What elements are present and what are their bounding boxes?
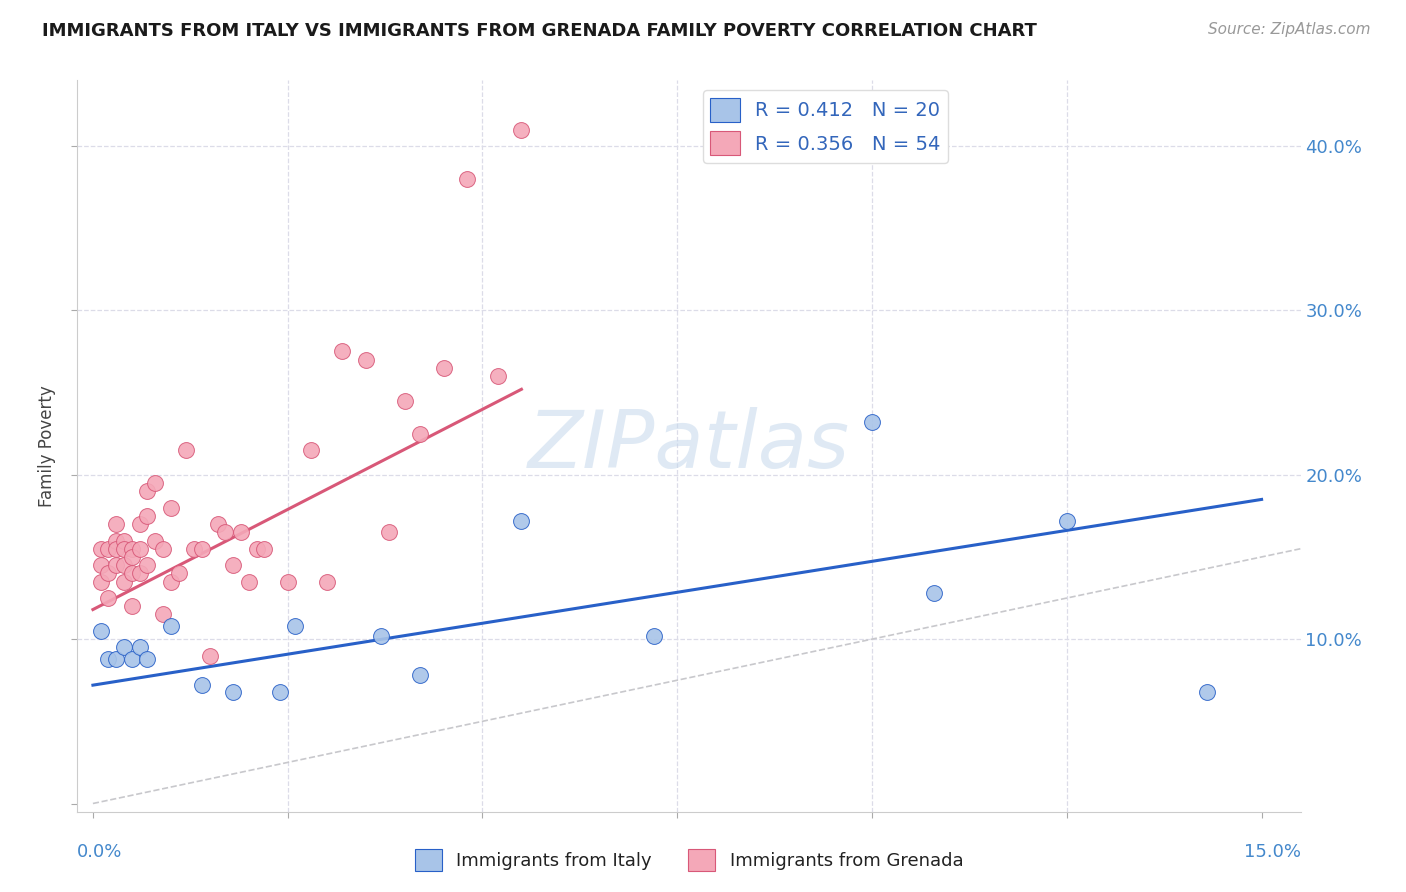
Point — [105, 558, 128, 573]
Point — [269, 684, 291, 698]
Point — [128, 566, 150, 581]
Point — [159, 500, 181, 515]
Point — [1197, 684, 1219, 698]
Point — [136, 652, 159, 666]
Point — [222, 558, 245, 573]
Point — [510, 514, 533, 528]
Point — [245, 541, 267, 556]
Point — [128, 640, 150, 655]
Point — [315, 574, 337, 589]
Point — [159, 619, 181, 633]
Point — [112, 574, 135, 589]
Point — [253, 541, 276, 556]
Point — [90, 558, 112, 573]
Text: Source: ZipAtlas.com: Source: ZipAtlas.com — [1208, 22, 1371, 37]
Point — [105, 541, 128, 556]
Point — [136, 508, 159, 523]
Text: 15.0%: 15.0% — [1243, 843, 1301, 861]
Point — [112, 533, 135, 548]
Point — [176, 443, 198, 458]
Point — [238, 574, 260, 589]
Point — [121, 549, 143, 564]
Point — [394, 393, 416, 408]
Point — [128, 517, 150, 532]
Point — [191, 678, 214, 692]
Point — [105, 517, 128, 532]
Point — [167, 566, 190, 581]
Y-axis label: Family Poverty: Family Poverty — [38, 385, 56, 507]
Point — [924, 586, 946, 600]
Point — [354, 352, 377, 367]
Point — [97, 566, 120, 581]
Point — [214, 525, 236, 540]
Point — [510, 122, 533, 136]
Point — [277, 574, 299, 589]
Text: ZIPatlas: ZIPatlas — [527, 407, 851, 485]
Legend: Immigrants from Italy, Immigrants from Grenada: Immigrants from Italy, Immigrants from G… — [408, 842, 970, 879]
Text: IMMIGRANTS FROM ITALY VS IMMIGRANTS FROM GRENADA FAMILY POVERTY CORRELATION CHAR: IMMIGRANTS FROM ITALY VS IMMIGRANTS FROM… — [42, 22, 1038, 40]
Point — [112, 558, 135, 573]
Legend: R = 0.412   N = 20, R = 0.356   N = 54: R = 0.412 N = 20, R = 0.356 N = 54 — [703, 90, 948, 162]
Point — [378, 525, 401, 540]
Point — [90, 574, 112, 589]
Point — [1056, 514, 1078, 528]
Point — [222, 684, 245, 698]
Point — [121, 541, 143, 556]
Point — [143, 533, 166, 548]
Point — [183, 541, 205, 556]
Point — [121, 652, 143, 666]
Text: 0.0%: 0.0% — [77, 843, 122, 861]
Point — [143, 475, 166, 490]
Point — [409, 668, 432, 682]
Point — [90, 624, 112, 638]
Point — [97, 652, 120, 666]
Point — [456, 172, 478, 186]
Point — [284, 619, 307, 633]
Point — [112, 640, 135, 655]
Point — [128, 541, 150, 556]
Point — [207, 517, 229, 532]
Point — [152, 607, 174, 622]
Point — [97, 591, 120, 605]
Point — [229, 525, 252, 540]
Point — [152, 541, 174, 556]
Point — [370, 629, 392, 643]
Point — [159, 574, 181, 589]
Point — [486, 369, 509, 384]
Point — [97, 541, 120, 556]
Point — [330, 344, 353, 359]
Point — [105, 652, 128, 666]
Point — [198, 648, 221, 663]
Point — [136, 558, 159, 573]
Point — [112, 541, 135, 556]
Point — [105, 533, 128, 548]
Point — [121, 599, 143, 614]
Point — [432, 360, 454, 375]
Point — [121, 566, 143, 581]
Point — [136, 484, 159, 499]
Point — [409, 426, 432, 441]
Point — [643, 629, 665, 643]
Point — [191, 541, 214, 556]
Point — [299, 443, 322, 458]
Point — [860, 415, 883, 429]
Point — [90, 541, 112, 556]
